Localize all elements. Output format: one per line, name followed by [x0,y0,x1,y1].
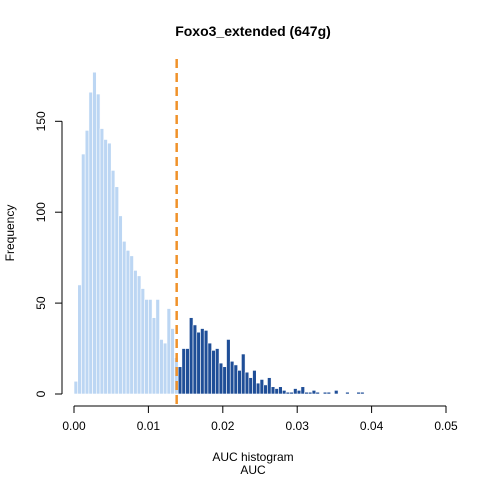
y-tick-label: 100 [34,202,48,222]
x-tick-label: 0.04 [360,419,384,433]
histogram-bar [278,386,283,395]
histogram-bar [263,384,268,395]
histogram-bar [334,390,339,395]
histogram-bar [293,388,298,395]
histogram-bar [107,142,112,395]
histogram-bar [110,170,116,395]
histogram-bar [162,342,168,395]
x-tick-label: 0.05 [434,419,458,433]
histogram-bar [241,353,246,395]
histogram-bar [103,139,108,395]
histogram-bar [207,342,212,395]
histogram-bar [308,391,313,395]
x-axis-label: AUC histogram [212,450,293,464]
histogram-bar [88,91,93,395]
histogram-bar [73,380,79,395]
histogram-bar [118,215,123,395]
histogram-bar [84,130,90,395]
x-axis: 0.00 0.01 0.02 0.03 0.04 0.05 [62,405,458,433]
histogram-bar [326,391,331,395]
histogram-bar [196,331,201,395]
histogram-bar [151,317,157,395]
histogram-bar [177,366,183,395]
histogram-bar [96,93,101,395]
x-tick-label: 0.01 [137,419,161,433]
histogram-bar [296,390,302,395]
histogram-bar [289,391,294,395]
x-tick-label: 0.00 [62,419,86,433]
histogram-bar [129,255,134,395]
histogram-bar [122,240,127,395]
histogram-bar [233,364,238,395]
histogram-bar [248,377,253,395]
histogram-bar [166,308,172,395]
histogram-bar [322,391,328,395]
histogram-bar [252,370,257,395]
histogram-bar [274,388,279,395]
histogram-bar [282,390,287,395]
histogram-bar [144,299,149,395]
histogram-bar [211,350,216,395]
histogram-bar [244,371,250,395]
histogram-bar [315,391,320,395]
histogram-bar [181,348,186,395]
histogram-bar [215,348,220,395]
histogram-bar [81,153,86,395]
histogram-bar [237,370,242,395]
y-axis: 0 50 100 150 [34,111,63,397]
histogram-bar [218,362,224,395]
histogram-bar [285,391,291,395]
histogram-bar [300,386,305,395]
histogram-bar [185,348,190,395]
histogram-bar [203,330,209,395]
histogram-bar [136,275,142,395]
histogram-bar [200,328,205,395]
histogram-bar [114,186,119,395]
histogram-bar [255,382,261,395]
histogram-bar [125,250,131,395]
histogram-bar [304,391,309,395]
bar-series [73,71,365,395]
histogram-bar [345,391,350,395]
histogram-bar [229,360,235,395]
y-axis-label: Frequency [3,205,17,262]
histogram-bar [159,339,164,395]
histogram-bar [226,339,231,395]
histogram-bar [133,270,138,395]
y-tick-label: 50 [34,296,48,310]
histogram-bar [267,377,272,395]
histogram-bar [189,317,194,395]
histogram-bar [155,299,160,395]
x-axis-sublabel: AUC [240,463,266,477]
y-tick-label: 150 [34,111,48,131]
histogram-bar [148,299,153,395]
histogram-bar [99,128,105,395]
chart-title: Foxo3_extended (647g) [175,23,331,39]
y-tick-label: 0 [34,390,48,397]
histogram-bar [356,391,361,395]
histogram-bar [311,390,317,395]
x-tick-label: 0.03 [286,419,310,433]
histogram-bar [92,71,97,395]
histogram-bar [222,366,227,395]
histogram-bar [360,391,365,395]
x-tick-label: 0.02 [211,419,235,433]
histogram-bar [77,284,82,395]
histogram-bar [140,288,145,395]
histogram-bar [192,324,198,395]
histogram-bar [259,379,265,395]
histogram-bar [170,328,175,395]
histogram-bar [270,386,276,395]
